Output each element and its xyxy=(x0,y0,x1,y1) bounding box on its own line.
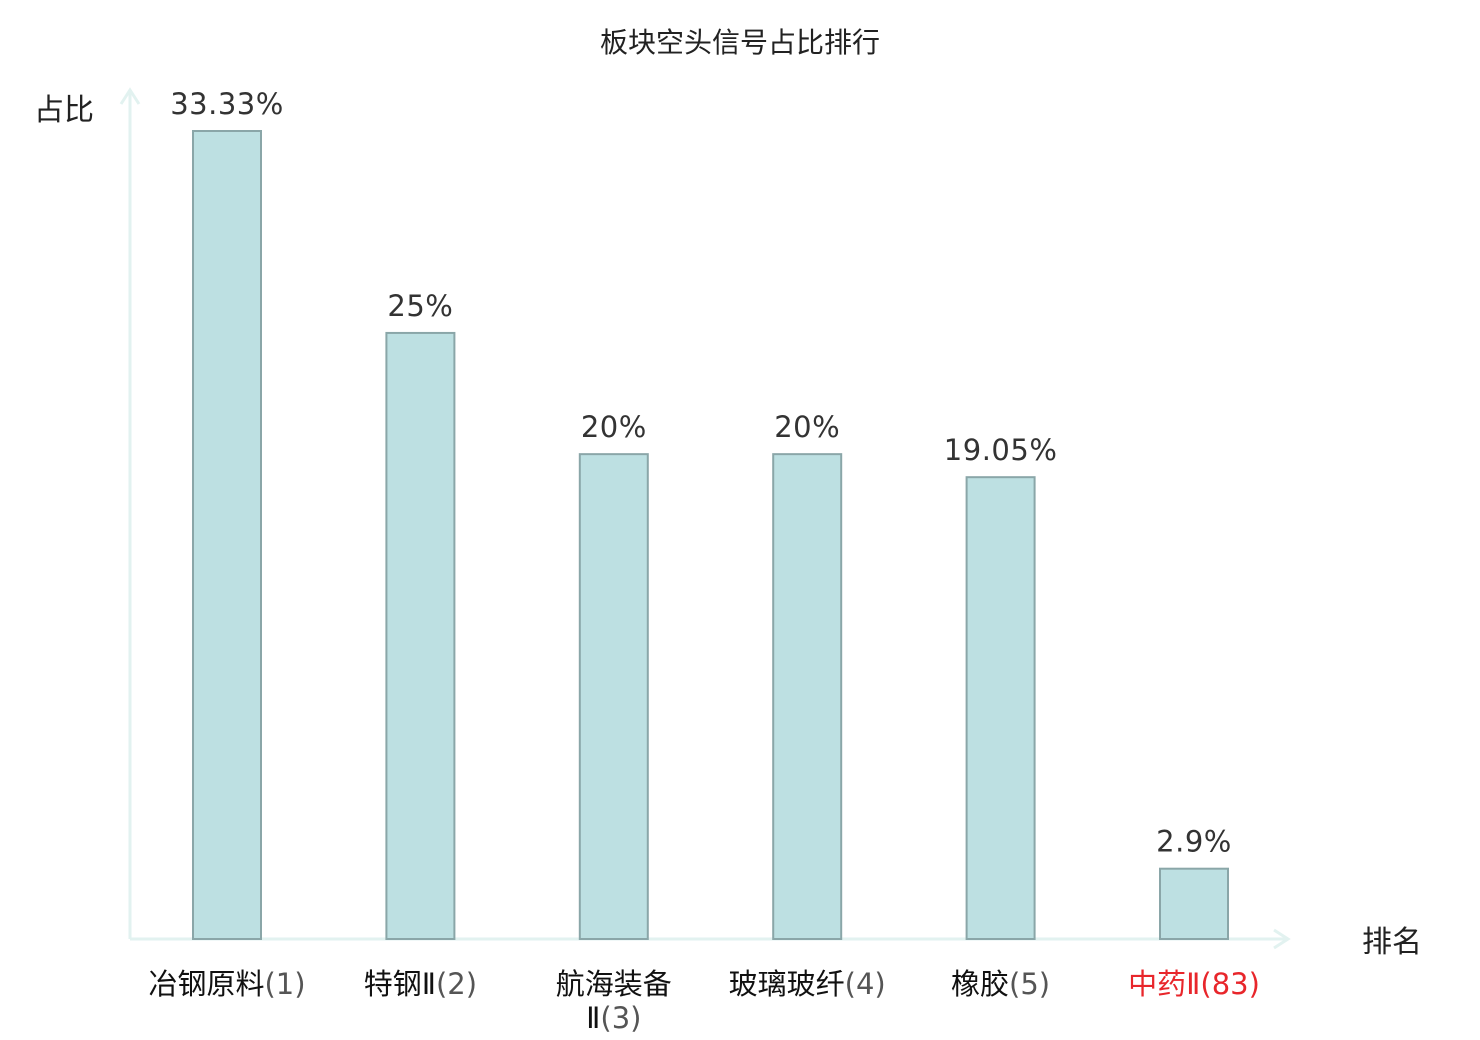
axes xyxy=(119,87,1291,950)
x-tick-label: 玻璃玻纤(4) xyxy=(729,967,886,1001)
x-tick-label: 航海装备 xyxy=(556,967,672,1001)
bars-group xyxy=(192,130,1229,940)
tick-category-name: 特钢Ⅱ xyxy=(364,967,436,1001)
bar xyxy=(1159,867,1229,940)
bar-value-label: 19.05% xyxy=(944,433,1058,467)
tick-category-name: 中药Ⅱ xyxy=(1128,967,1200,1001)
tick-rank: (3) xyxy=(600,1001,641,1035)
tick-category-name: 橡胶 xyxy=(951,967,1009,1001)
bar xyxy=(965,476,1036,940)
x-tick-label: 中药Ⅱ(83) xyxy=(1128,967,1260,1001)
y-axis-arrow-icon xyxy=(119,87,141,105)
tick-category-name: 冶钢原料 xyxy=(148,967,264,1001)
y-axis-label: 占比 xyxy=(34,93,94,128)
x-axis-arrow-icon xyxy=(1273,928,1291,950)
x-axis-label: 排名 xyxy=(1362,925,1422,960)
tick-rank: (5) xyxy=(1009,967,1050,1001)
bar-value-label: 33.33% xyxy=(170,87,284,121)
value-labels-group: 33.33% 25% 20% 20% 19.05% 2.9% xyxy=(170,87,1232,859)
bar-value-label: 25% xyxy=(387,289,453,323)
bar-value-label: 20% xyxy=(774,410,840,444)
tick-category-name: 玻璃玻纤 xyxy=(729,967,845,1001)
x-tick-label: Ⅱ(3) xyxy=(586,1001,641,1035)
bar xyxy=(385,331,456,940)
tick-rank: (1) xyxy=(264,967,305,1001)
bar xyxy=(578,453,649,940)
tick-rank: (2) xyxy=(436,967,477,1001)
tick-category-name: 航海装备 xyxy=(556,967,672,1001)
bar-value-label: 2.9% xyxy=(1156,825,1232,859)
tick-rank: (83) xyxy=(1200,967,1260,1001)
tick-rank: (4) xyxy=(845,967,886,1001)
bar-value-label: 20% xyxy=(581,410,647,444)
chart-title: 板块空头信号占比排行 xyxy=(600,26,880,59)
tick-category-name: Ⅱ xyxy=(586,1001,600,1035)
bar xyxy=(772,453,843,940)
x-tick-label: 冶钢原料(1) xyxy=(148,967,305,1001)
bar xyxy=(192,130,262,940)
x-tick-label: 橡胶(5) xyxy=(951,967,1050,1001)
x-tick-label: 特钢Ⅱ(2) xyxy=(364,967,477,1001)
